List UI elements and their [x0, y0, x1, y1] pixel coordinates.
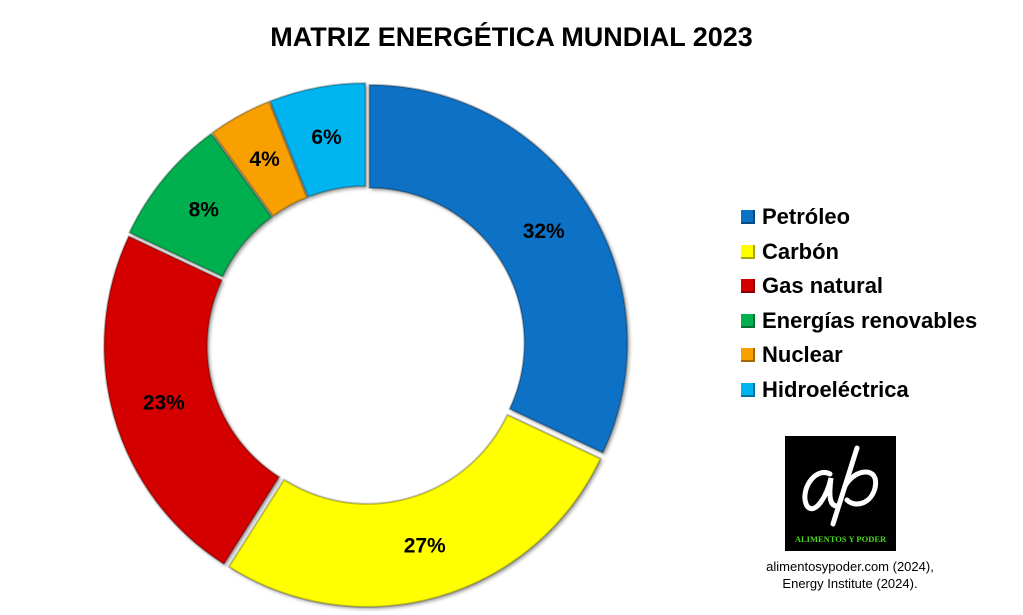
ap-monogram-icon [802, 445, 879, 527]
legend-item: Petróleo [741, 200, 977, 235]
legend-label: Carbón [762, 238, 839, 264]
legend: Petróleo Carbón Gas natural Energías renova… [741, 200, 977, 407]
slice-hidroelectrica [268, 82, 367, 199]
source-line-2: Energy Institute (2024). [782, 576, 918, 591]
legend-item: Nuclear [741, 338, 977, 373]
source-line-1: alimentosypoder.com (2024), [766, 559, 934, 574]
legend-item: Carbón [741, 235, 977, 270]
slice-petroleo [368, 83, 629, 455]
data-label: 8% [189, 198, 220, 221]
chart-title: MATRIZ ENERGÉTICA MUNDIAL 2023 [270, 22, 753, 52]
legend-label: Nuclear [762, 342, 843, 368]
slice-energias-renovables [128, 132, 274, 278]
alimentos-y-poder-logo: ALIMENTOS Y PODER [785, 436, 896, 551]
legend-swatch [741, 279, 755, 294]
data-label: 23% [143, 391, 185, 414]
legend-swatch [741, 210, 755, 225]
data-label: 32% [523, 220, 565, 243]
logo-text: ALIMENTOS Y PODER [794, 534, 887, 544]
legend-item: Hidroeléctrica [741, 373, 977, 408]
legend-label: Petróleo [762, 204, 851, 230]
legend-item: Energías renovables [741, 304, 977, 339]
legend-swatch [741, 348, 755, 363]
slice-gas-natural [103, 234, 281, 566]
data-label: 27% [404, 535, 446, 558]
donut-chart: 32% 27% 23% 8% 4% 6% [103, 82, 629, 608]
source-note: alimentosypoder.com (2024), Energy Insti… [730, 558, 970, 592]
data-label: 6% [311, 126, 342, 149]
legend-label: Hidroeléctrica [762, 376, 909, 402]
slice-nuclear [211, 100, 309, 218]
slice-carbon [227, 413, 602, 608]
legend-label: Gas natural [762, 273, 884, 299]
legend-swatch [741, 244, 755, 259]
legend-swatch [741, 382, 755, 397]
data-label: 4% [249, 148, 280, 171]
legend-item: Gas natural [741, 269, 977, 304]
legend-label: Energías renovables [762, 307, 978, 333]
legend-swatch [741, 313, 755, 328]
